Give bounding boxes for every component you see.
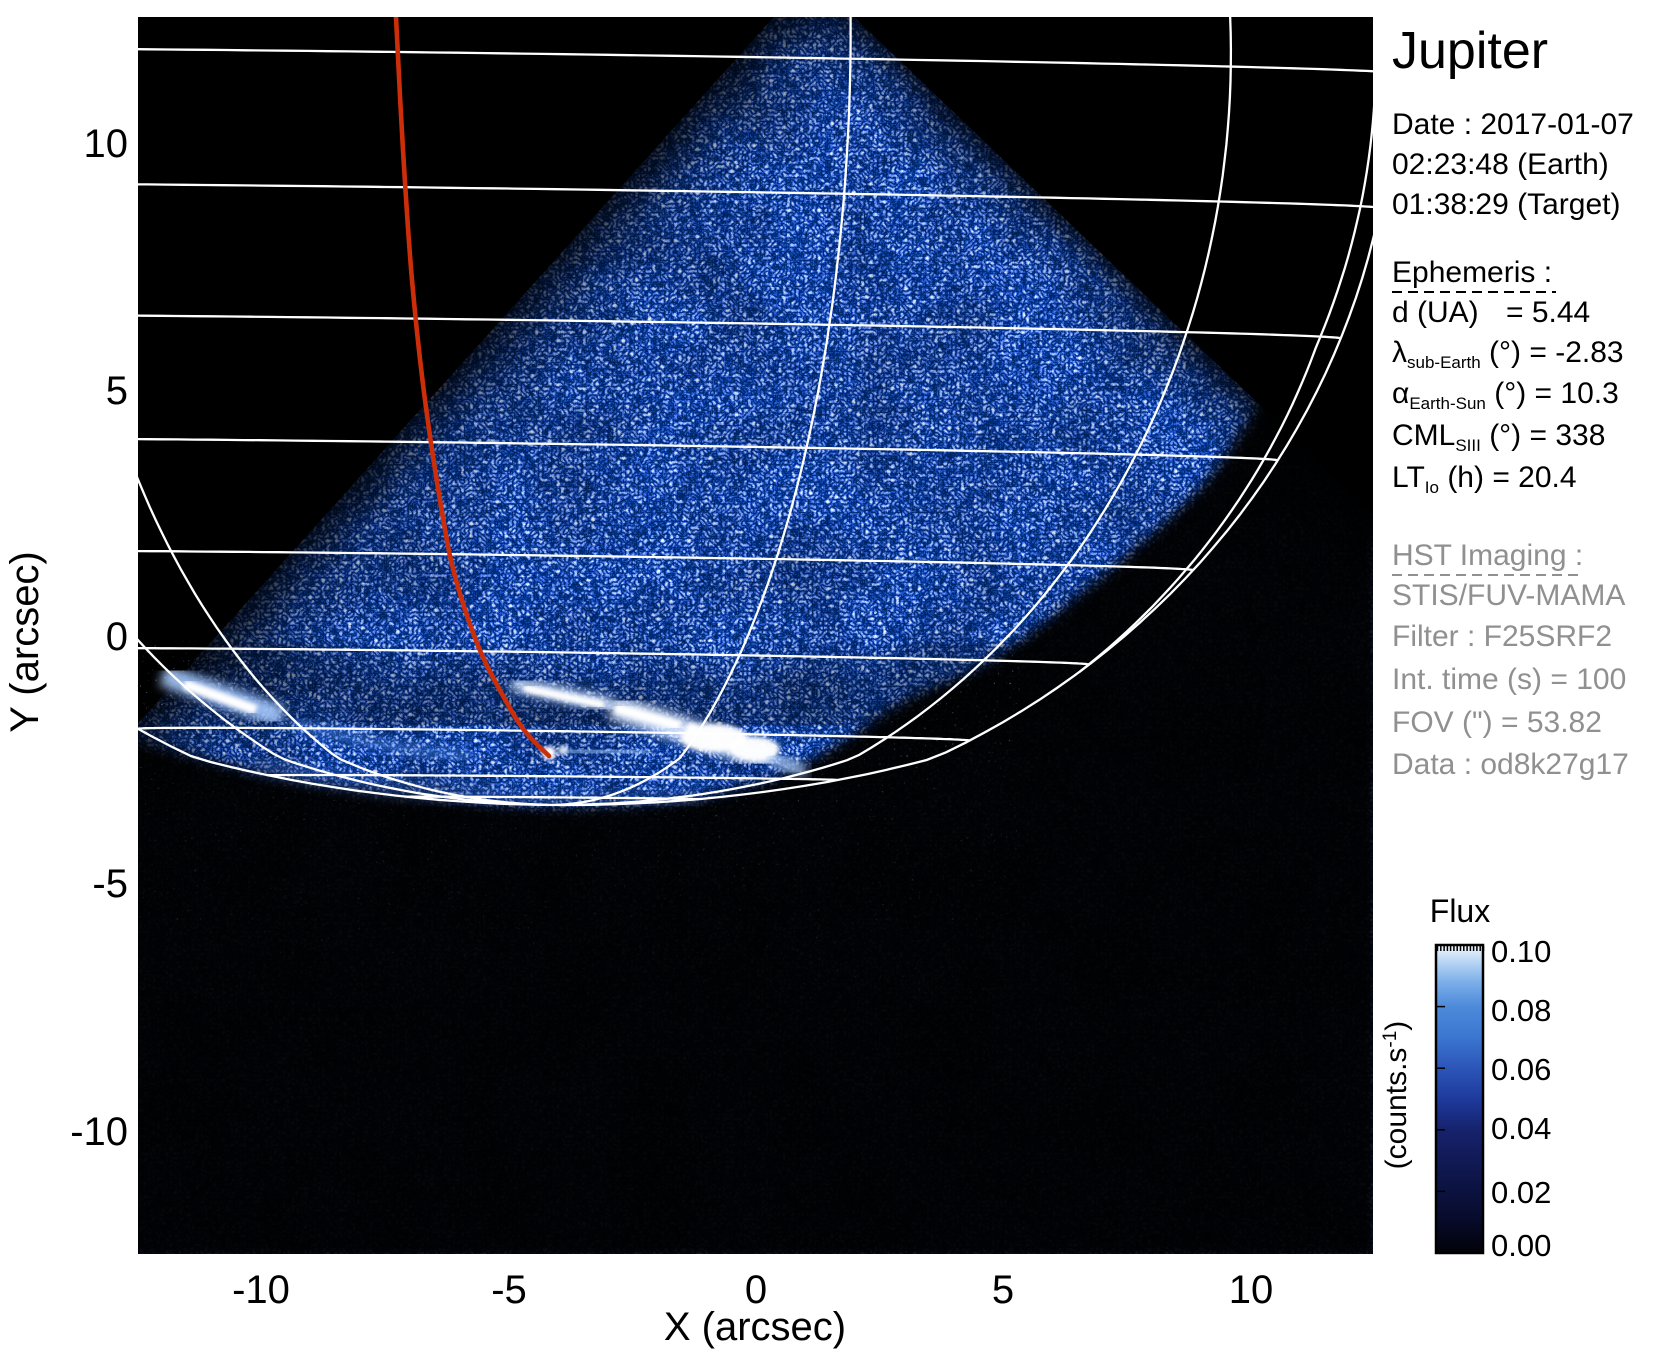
svg-text:0: 0	[745, 1268, 767, 1312]
svg-text:Flux: Flux	[1430, 893, 1490, 929]
svg-text:0.06: 0.06	[1491, 1052, 1551, 1087]
svg-text:5: 5	[106, 369, 128, 413]
svg-text:= 5.44: = 5.44	[1506, 296, 1590, 329]
svg-text:-5: -5	[92, 862, 128, 906]
svg-text:0.08: 0.08	[1491, 993, 1551, 1028]
svg-text:0: 0	[106, 615, 128, 659]
svg-text:0.02: 0.02	[1491, 1175, 1551, 1210]
svg-text:5: 5	[992, 1268, 1014, 1312]
svg-text:0.10: 0.10	[1491, 934, 1551, 969]
svg-text:d (UA): d (UA)	[1392, 296, 1479, 329]
svg-text:01:38:29 (Target): 01:38:29 (Target)	[1392, 188, 1620, 221]
svg-text:10: 10	[84, 122, 129, 166]
svg-text:HST Imaging :: HST Imaging :	[1392, 539, 1583, 572]
svg-text:Y (arcsec): Y (arcsec)	[3, 551, 47, 733]
svg-text:Jupiter: Jupiter	[1392, 22, 1548, 80]
svg-text:-10: -10	[232, 1268, 290, 1312]
svg-text:-10: -10	[70, 1110, 128, 1154]
svg-text:Ephemeris :: Ephemeris :	[1392, 256, 1552, 289]
svg-text:CMLSIII (°) = 338: CMLSIII (°) = 338	[1392, 419, 1605, 455]
svg-text:FOV (") = 53.82: FOV (") = 53.82	[1392, 706, 1602, 739]
svg-text:Int. time (s) = 100: Int. time (s) = 100	[1392, 663, 1626, 696]
svg-text:0.00: 0.00	[1491, 1228, 1551, 1263]
svg-text:LTIo (h) = 20.4: LTIo (h) = 20.4	[1392, 461, 1577, 497]
svg-text:Data : od8k27g17: Data : od8k27g17	[1392, 748, 1629, 781]
svg-text:0.04: 0.04	[1491, 1111, 1551, 1146]
svg-text:02:23:48 (Earth): 02:23:48 (Earth)	[1392, 148, 1609, 181]
svg-text:Filter : F25SRF2: Filter : F25SRF2	[1392, 620, 1612, 653]
svg-text:10: 10	[1229, 1268, 1274, 1312]
svg-text:-5: -5	[491, 1268, 527, 1312]
svg-text:STIS/FUV-MAMA: STIS/FUV-MAMA	[1392, 579, 1625, 612]
svg-text:X (arcsec): X (arcsec)	[664, 1305, 846, 1349]
svg-text:Date : 2017-01-07: Date : 2017-01-07	[1392, 108, 1634, 141]
